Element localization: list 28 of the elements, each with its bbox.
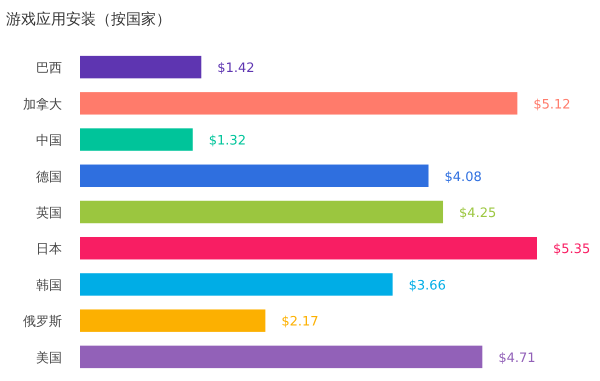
- y-tick-label: 英国: [36, 206, 62, 221]
- bar: [80, 200, 444, 224]
- bar: [80, 56, 202, 78]
- data-label: $4.25: [459, 206, 496, 221]
- y-tick-label: 美国: [36, 350, 62, 366]
- data-label: $5.12: [533, 97, 571, 112]
- data-label: $3.66: [408, 278, 446, 294]
- y-tick-label: 韩国: [36, 278, 62, 294]
- data-label: $1.42: [217, 61, 255, 76]
- data-label: $1.32: [208, 134, 246, 149]
- y-tick-label: 德国: [36, 170, 62, 185]
- y-tick-label: 加拿大: [23, 97, 62, 112]
- data-label: $5.35: [553, 242, 590, 258]
- chart-title: 游戏应用安装（按国家）: [6, 10, 171, 28]
- data-label: $4.08: [444, 170, 482, 185]
- y-tick-label: 中国: [36, 134, 62, 149]
- y-tick-label: 巴西: [36, 61, 62, 76]
- bar: [80, 309, 266, 332]
- bar: [80, 164, 429, 188]
- bar: [80, 236, 537, 260]
- y-tick-label: 俄罗斯: [23, 314, 62, 330]
- data-label: $4.71: [498, 350, 536, 366]
- data-label: $2.17: [281, 314, 319, 330]
- bar: [80, 92, 518, 115]
- bar: [80, 346, 482, 368]
- y-tick-label: 日本: [36, 242, 62, 258]
- bar: [80, 273, 393, 296]
- bar: [80, 128, 193, 151]
